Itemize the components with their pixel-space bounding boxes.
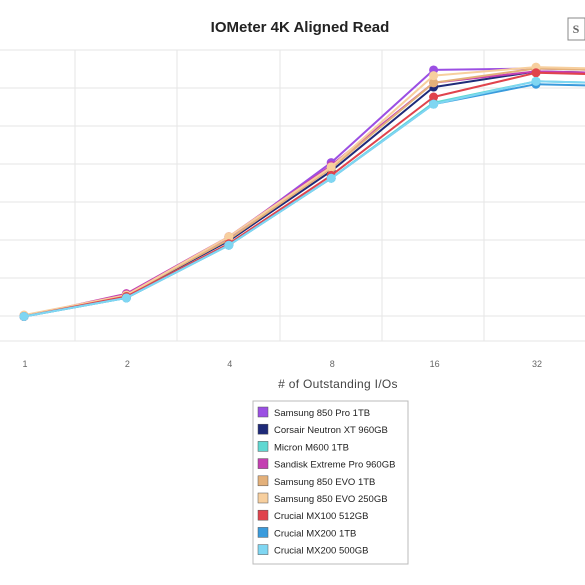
series-area bbox=[19, 62, 585, 321]
svg-text:S: S bbox=[573, 22, 580, 36]
series-6 bbox=[19, 68, 585, 321]
legend-label-8: Crucial MX200 500GB bbox=[274, 546, 369, 557]
legend-label-5: Samsung 850 EVO 250GB bbox=[274, 494, 388, 505]
grid bbox=[0, 49, 585, 342]
x-tick-label-1: 1 bbox=[22, 359, 27, 369]
legend-swatch-7 bbox=[257, 527, 269, 538]
x-tick-label-4: 4 bbox=[227, 359, 232, 369]
data-point-6-4 bbox=[429, 92, 439, 102]
x-tick-label-8: 8 bbox=[330, 359, 335, 369]
legend-label-6: Crucial MX100 512GB bbox=[274, 511, 369, 522]
legend-swatch-2 bbox=[257, 441, 269, 452]
legend-label-7: Crucial MX200 1TB bbox=[274, 528, 356, 539]
legend-box bbox=[252, 400, 409, 565]
legend-label-4: Samsung 850 EVO 1TB bbox=[274, 477, 375, 488]
legend-label-0: Samsung 850 Pro 1TB bbox=[274, 408, 370, 419]
data-point-4-4 bbox=[429, 78, 439, 88]
series-0 bbox=[19, 64, 585, 321]
legend-swatch-6 bbox=[257, 509, 269, 521]
data-point-6-5 bbox=[531, 68, 541, 78]
legend: Samsung 850 Pro 1TB Corsair Neutron XT 96… bbox=[252, 400, 409, 565]
data-point-8-1 bbox=[121, 293, 131, 303]
series-8 bbox=[19, 76, 585, 321]
legend-label-3: Sandisk Extreme Pro 960GB bbox=[274, 460, 395, 471]
x-axis-label: # of Outstanding I/Os bbox=[278, 377, 398, 391]
data-point-8-2 bbox=[224, 240, 234, 250]
data-point-5-4 bbox=[429, 71, 439, 81]
legend-label-2: Micron M600 1TB bbox=[274, 442, 349, 453]
series-line-8 bbox=[23, 80, 585, 318]
series-2 bbox=[19, 76, 585, 321]
series-line-2 bbox=[23, 80, 585, 318]
data-point-8-0 bbox=[19, 311, 29, 321]
legend-swatch-3 bbox=[257, 458, 269, 469]
x-axis-ticks: 1 2 4 8 16 32 bbox=[22, 359, 542, 369]
data-point-5-3 bbox=[326, 162, 336, 172]
series-7 bbox=[19, 79, 585, 321]
data-point-8-3 bbox=[326, 173, 336, 183]
x-tick-label-32: 32 bbox=[532, 359, 542, 369]
legend-swatch-4 bbox=[257, 475, 269, 487]
x-tick-label-16: 16 bbox=[430, 359, 440, 369]
legend-swatch-5 bbox=[257, 492, 269, 504]
series-4 bbox=[19, 64, 585, 321]
data-point-8-4 bbox=[429, 99, 439, 109]
chart-title: IOMeter 4K Aligned Read bbox=[211, 19, 390, 36]
legend-swatch-0 bbox=[257, 406, 269, 418]
legend-label-1: Corsair Neutron XT 960GB bbox=[274, 425, 388, 436]
legend-swatch-8 bbox=[257, 544, 269, 555]
legend-swatch-1 bbox=[257, 423, 269, 435]
data-point-5-2 bbox=[224, 232, 234, 242]
x-tick-label-2: 2 bbox=[125, 359, 130, 369]
logo: S bbox=[567, 17, 585, 41]
data-point-8-5 bbox=[531, 76, 541, 86]
series-line-7 bbox=[23, 83, 585, 318]
